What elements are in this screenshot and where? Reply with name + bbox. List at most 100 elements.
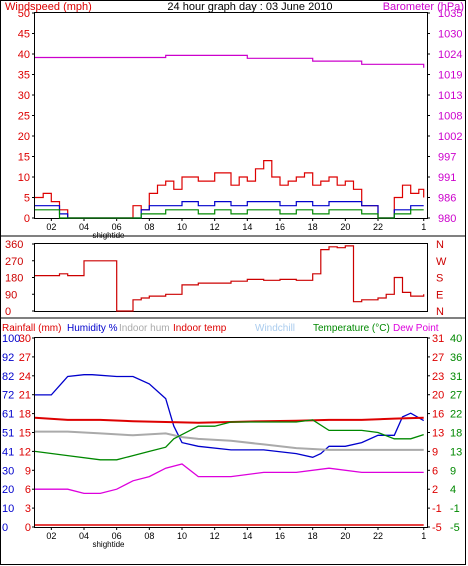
wind-ytick-label: 50 [18,8,30,20]
env-tide-note: shightide [92,540,125,549]
intemp-ytick-label: -5 [432,522,442,534]
temp-ytick-label: 13 [450,446,462,458]
rain-ytick-label: 21 [19,390,31,402]
env-xtick-label: 22 [373,531,383,541]
legend-dew-point: Dew Point [393,323,439,334]
wind-xtick-label: 12 [210,222,220,232]
intemp-ytick-label: 6 [432,465,438,477]
env-xtick-label: 1 [421,531,426,541]
compass-label: N [436,239,444,251]
baro-ytick-label: 991 [438,172,456,184]
env-xtick-label: 06 [112,531,122,541]
windspeed-line [35,160,425,219]
wind-xtick-label: 06 [112,222,122,232]
compass-label: W [436,256,447,268]
intemp-ytick-label: 16 [432,409,444,421]
chart-title: 24 hour graph day : 03 June 2010 [167,1,332,13]
temp-ytick-label: -1 [450,503,460,515]
temp-ytick-label: 31 [450,371,462,383]
rain-ytick-label: 30 [19,333,31,345]
baro-ytick-label: 1008 [438,111,462,123]
legend-humidity: Humidity % [67,323,118,334]
env-xtick-label: 14 [242,531,252,541]
wind-ytick-label: 10 [18,172,30,184]
indoor-hum-line [35,430,424,451]
hum-ytick-label: 61 [2,409,14,421]
hum-ytick-label: 100 [2,333,20,345]
temp-ytick-label: 4 [450,484,456,496]
wind-ytick-label: 15 [18,152,30,164]
temp-ytick-label: -5 [450,522,460,534]
wind-xtick-label: 22 [373,222,383,232]
wind-ytick-label: 45 [18,29,30,41]
temp-ytick-label: 40 [450,333,462,345]
env-xtick-label: 02 [46,531,56,541]
wind-ytick-label: 30 [18,90,30,102]
rain-ytick-label: 24 [19,371,31,383]
rain-ytick-label: 12 [19,446,31,458]
lull-line [35,209,424,219]
legend-rainfall: Rainfall (mm) [2,323,61,334]
intemp-ytick-label: -1 [432,503,442,515]
hum-ytick-label: 51 [2,428,14,440]
legend-indoor-temp: Indoor temp [173,323,227,334]
chart-marks: 0510152025303540455098098699199710021008… [2,8,462,549]
hum-ytick-label: 0 [2,522,8,534]
env-xtick-label: 12 [210,531,220,541]
wind-xtick-label: 20 [340,222,350,232]
plot-frame-1 [34,12,428,219]
wind-xtick-label: 08 [144,222,154,232]
temp-ytick-label: 27 [450,390,462,402]
temp-ytick-label: 22 [450,409,462,421]
wind-xtick-label: 14 [242,222,252,232]
barometer-line [35,54,425,68]
wind-xtick-label: 18 [308,222,318,232]
rain-ytick-label: 0 [25,522,31,534]
temperature-line [34,419,424,461]
rain-ytick-label: 27 [19,352,31,364]
wind-ytick-label: 40 [18,49,30,61]
wind-ytick-label: 0 [24,213,30,225]
hum-ytick-label: 72 [2,390,14,402]
intemp-ytick-label: 27 [432,352,444,364]
wind-ytick-label: 25 [18,111,30,123]
dir-ytick-label: 90 [5,289,17,301]
temp-ytick-label: 18 [450,428,462,440]
direction-line [35,245,425,312]
hum-ytick-label: 10 [2,503,14,515]
env-xtick-label: 08 [144,531,154,541]
intemp-ytick-label: 13 [432,428,444,440]
wind-xtick-label: 04 [79,222,89,232]
baro-ytick-label: 1002 [438,131,462,143]
dew-point-line [35,463,424,495]
baro-ytick-label: 1013 [438,90,462,102]
wind-ytick-label: 5 [24,193,30,205]
intemp-ytick-label: 20 [432,390,444,402]
compass-label: S [436,273,443,285]
dir-ytick-label: 180 [5,273,23,285]
baro-ytick-label: 1024 [438,49,462,61]
intemp-ytick-label: 31 [432,333,444,345]
wind-tide-note: shightide [92,231,125,240]
env-xtick-label: 04 [79,531,89,541]
intemp-ytick-label: 2 [432,484,438,496]
env-xtick-label: 16 [275,531,285,541]
hum-ytick-label: 41 [2,446,14,458]
baro-axis-title: Barometer (hPa) [383,1,464,13]
rain-ytick-label: 15 [19,428,31,440]
env-xtick-label: 18 [308,531,318,541]
plot-frame-2 [34,243,428,312]
wind-xtick-label: 16 [275,222,285,232]
dir-ytick-label: 360 [5,239,23,251]
wind-ytick-label: 35 [18,70,30,82]
legend-windchill: Windchill [255,323,295,334]
baro-ytick-label: 997 [438,152,456,164]
rain-ytick-label: 18 [19,409,31,421]
temp-ytick-label: 36 [450,352,462,364]
baro-ytick-label: 1019 [438,70,462,82]
humidity-line [35,374,425,458]
temp-ytick-label: 9 [450,465,456,477]
dir-ytick-label: 270 [5,256,23,268]
